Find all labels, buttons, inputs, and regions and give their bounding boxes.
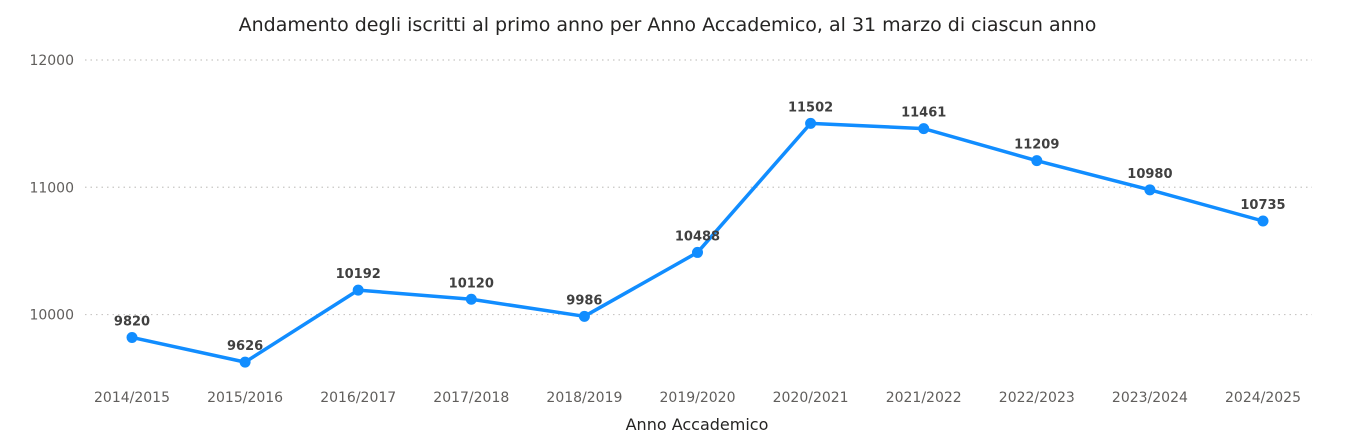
x-tick-label: 2021/2022 [886,390,962,406]
data-point[interactable] [578,310,590,322]
y-tick-label: 10000 [29,308,74,324]
x-tick-label: 2019/2020 [660,390,736,406]
data-point[interactable] [805,117,817,129]
y-tick-label: 11000 [29,180,74,196]
data-label: 11461 [901,106,946,121]
data-label: 10192 [336,267,381,282]
data-label: 9820 [114,314,150,329]
gridlines [85,59,1312,316]
data-point[interactable] [1144,184,1156,196]
data-point[interactable] [918,123,930,135]
data-point[interactable] [465,293,477,305]
data-label: 11209 [1014,138,1059,153]
x-axis: 2014/2015 2015/2016 2016/2017 2017/2018 2018… [94,390,1301,406]
x-tick-label: 2023/2024 [1112,390,1188,406]
data-label: 11502 [788,100,833,115]
data-label: 9626 [227,339,263,354]
x-tick-label: 2020/2021 [773,390,849,406]
data-point[interactable] [1257,215,1269,227]
x-tick-label: 2017/2018 [433,390,509,406]
data-label: 10980 [1127,167,1172,182]
y-axis: 10000 11000 12000 [29,53,74,324]
x-axis-title: Anno Accademico [626,415,769,434]
data-point[interactable] [1031,155,1043,167]
x-tick-label: 2015/2016 [207,390,283,406]
y-tick-label: 12000 [29,53,74,69]
x-tick-label: 2016/2017 [320,390,396,406]
chart-title: Andamento degli iscritti al primo anno p… [238,14,1097,36]
data-label: 10488 [675,229,720,244]
x-tick-label: 2024/2025 [1225,390,1301,406]
data-point[interactable] [692,246,703,258]
data-label: 10120 [449,276,494,291]
series [126,117,1269,368]
data-labels: 9820 9626 10192 10120 9986 10488 11502 11461 112… [114,100,1286,354]
x-tick-label: 2018/2019 [546,390,622,406]
x-tick-label: 2014/2015 [94,390,170,406]
data-point[interactable] [126,331,138,343]
data-label: 9986 [566,293,602,308]
data-label: 10735 [1240,198,1285,213]
data-point[interactable] [239,356,251,368]
data-point[interactable] [352,284,364,296]
x-tick-label: 2022/2023 [999,390,1075,406]
